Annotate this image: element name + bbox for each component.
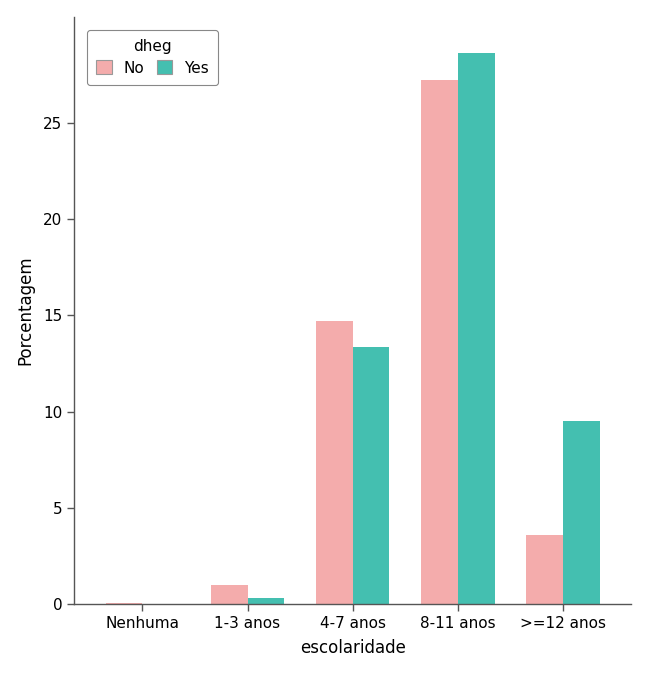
Bar: [316, 321, 353, 604]
Bar: [526, 535, 563, 604]
Bar: [563, 421, 600, 604]
Bar: [248, 599, 284, 604]
Bar: [106, 603, 143, 604]
Y-axis label: Porcentagem: Porcentagem: [17, 255, 34, 365]
Bar: [421, 80, 458, 604]
Bar: [458, 53, 494, 604]
Bar: [211, 585, 248, 604]
X-axis label: escolaridade: escolaridade: [300, 640, 406, 657]
Legend: No, Yes: No, Yes: [87, 30, 218, 85]
Bar: [353, 347, 389, 604]
